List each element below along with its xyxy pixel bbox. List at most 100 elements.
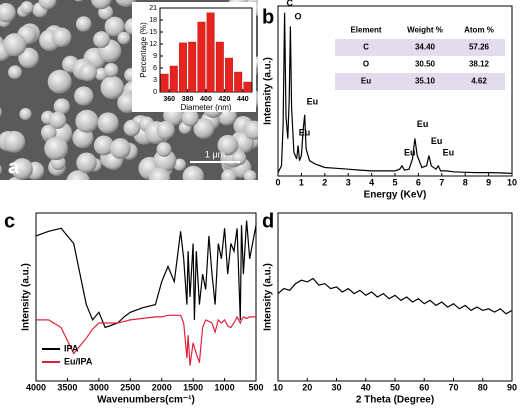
y-axis-label: Percentage (%) [139, 22, 148, 78]
peak-label: Eu [299, 127, 311, 137]
x-tick-label: 1500 [183, 382, 203, 392]
table-cell: 4.62 [471, 77, 487, 86]
particle [181, 109, 199, 127]
table-cell: 35.10 [415, 77, 436, 86]
particle [0, 165, 2, 175]
particle [3, 33, 27, 57]
x-tick-label: 2 [322, 177, 327, 187]
x-tick-label: 9 [486, 177, 491, 187]
x-tick-label: 500 [248, 382, 263, 392]
y-axis-label: Intensity (a.u.) [21, 263, 32, 331]
x-axis-label: Diameter (nm) [180, 103, 231, 112]
table-cell: 38.12 [469, 60, 490, 69]
particle [74, 0, 84, 2]
table-cell: Atom % [464, 26, 494, 35]
x-tick-label: 6 [416, 177, 421, 187]
y-tick-label: 21 [149, 5, 157, 12]
bar [243, 81, 252, 93]
table-row [335, 73, 505, 90]
x-tick-label: 20 [302, 382, 312, 392]
x-tick-label: 4000 [26, 382, 46, 392]
particle [231, 150, 247, 166]
x-tick-label: 1 [299, 177, 304, 187]
table-row [335, 56, 505, 73]
x-tick-label: 80 [478, 382, 488, 392]
particle [53, 98, 70, 115]
particle [104, 16, 125, 37]
y-tick-label: 3 [153, 77, 157, 84]
x-tick-label: 70 [448, 382, 458, 392]
x-tick-label: 440 [237, 96, 249, 103]
y-tick-label: 6 [153, 65, 157, 72]
x-tick-label: 2000 [152, 382, 172, 392]
x-tick-label: 380 [182, 96, 194, 103]
plot-frame [35, 212, 257, 382]
x-axis-label: Energy (KeV) [364, 190, 427, 201]
data-line [36, 314, 256, 366]
bar [234, 71, 243, 93]
y-axis-label: Intensity (a.u.) [263, 57, 274, 125]
particle [91, 0, 112, 10]
x-tick-label: 60 [419, 382, 429, 392]
particle [52, 27, 72, 48]
legend-label: Eu/IPA [64, 356, 93, 366]
particle [19, 107, 32, 121]
panel-label: d [262, 210, 274, 232]
table-cell: C [363, 43, 369, 52]
particle [18, 47, 39, 69]
x-tick-label: 30 [331, 382, 341, 392]
particle [0, 107, 2, 118]
scale-bar-label: 1 μm [205, 149, 225, 159]
panel-label: b [262, 6, 274, 28]
particle [148, 167, 171, 180]
peak-label: Eu [431, 136, 443, 146]
particle [0, 2, 16, 23]
x-axis-label: Wavenumbers(cm⁻¹) [97, 395, 195, 406]
table-cell: 57.26 [469, 43, 490, 52]
x-tick-label: 0 [275, 177, 280, 187]
panel-label: c [4, 210, 15, 232]
table-cell: Weight % [407, 26, 443, 35]
particle [104, 62, 119, 78]
x-tick-label: 1000 [215, 382, 235, 392]
particle [117, 31, 131, 45]
table-cell: Element [350, 26, 381, 35]
particle [217, 134, 239, 156]
particle [66, 170, 90, 180]
table-row [335, 39, 505, 56]
x-tick-label: 420 [219, 96, 231, 103]
data-line [35, 220, 257, 329]
x-tick-label: 3500 [57, 382, 77, 392]
peak-label: Eu [443, 148, 455, 158]
y-axis-label: Intensity (a.u.) [263, 263, 274, 331]
particle [49, 111, 67, 129]
bar [197, 21, 206, 93]
particle [11, 158, 33, 180]
peak-label: Eu [417, 119, 429, 129]
data-line [277, 12, 513, 174]
x-tick-label: 40 [361, 382, 371, 392]
x-tick-label: 90 [507, 382, 517, 392]
particle [40, 124, 57, 141]
bar [225, 57, 233, 93]
particle [74, 86, 94, 106]
particle [97, 112, 119, 134]
table-cell: 34.40 [415, 43, 436, 52]
table-cell: O [363, 60, 369, 69]
x-axis-label: 2 Theta (Degree) [356, 395, 434, 406]
y-tick-label: 12 [149, 41, 157, 48]
particle [156, 120, 175, 140]
particle [173, 158, 186, 171]
particle [75, 109, 99, 133]
particle [93, 31, 110, 49]
panel-label: a [8, 156, 20, 178]
x-tick-label: 360 [163, 96, 175, 103]
particle [3, 130, 26, 153]
y-tick-label: 9 [153, 53, 157, 60]
particle [243, 170, 257, 180]
particle [8, 65, 22, 80]
particle [76, 152, 97, 173]
peak-label: C [287, 0, 294, 8]
x-tick-label: 4 [369, 177, 374, 187]
